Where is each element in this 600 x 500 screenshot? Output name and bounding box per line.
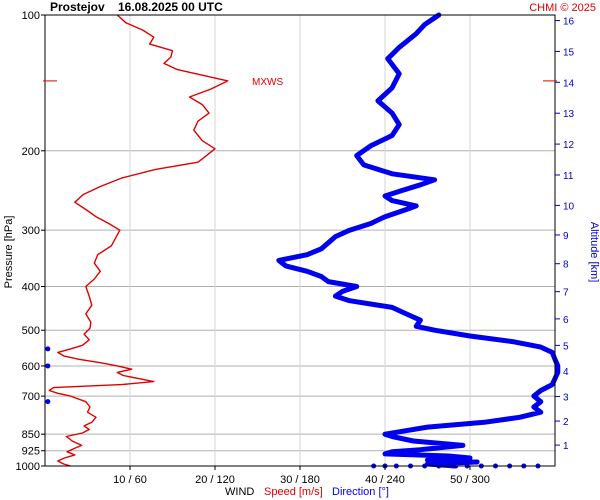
altitude-tick-label: 2 <box>563 417 569 428</box>
altitude-tick-label: 12 <box>563 140 575 151</box>
altitude-tick-label: 7 <box>563 288 569 299</box>
altitude-tick-label: 1 <box>563 441 569 452</box>
pressure-tick-label: 500 <box>22 325 40 337</box>
pressure-tick-label: 1000 <box>16 461 40 473</box>
wind-tick-label: 50 / 300 <box>450 474 490 486</box>
credit-label: CHMI © 2025 <box>529 2 596 14</box>
wind-tick-label: 20 / 120 <box>195 474 235 486</box>
altitude-tick-label: 16 <box>563 17 575 28</box>
pressure-tick-label: 100 <box>22 10 40 22</box>
altitude-tick-label: 10 <box>563 201 575 212</box>
pressure-tick-label: 200 <box>22 146 40 158</box>
station-name: Prostejov <box>50 0 105 14</box>
datetime-label: 16.08.2025 00 UTC <box>118 0 223 14</box>
altitude-tick-label: 15 <box>563 47 575 58</box>
altitude-tick-label: 5 <box>563 341 569 352</box>
direction-point <box>45 363 51 369</box>
pressure-tick-label: 850 <box>22 429 40 441</box>
x-axis-wind-word: WIND <box>225 486 254 498</box>
x-axis-speed-label: Speed [m/s] <box>264 486 323 498</box>
y-axis-right-label: Altitude [km] <box>588 222 600 283</box>
altitude-tick-label: 14 <box>563 78 575 89</box>
y-axis-left-label: Pressure [hPa] <box>3 216 15 289</box>
altitude-tick-label: 8 <box>563 260 569 271</box>
wind-tick-label: 30 / 180 <box>280 474 320 486</box>
direction-point <box>45 399 51 405</box>
wind-tick-label: 10 / 60 <box>113 474 147 486</box>
altitude-tick-label: 3 <box>563 392 569 403</box>
mxws-label: MXWS <box>252 77 283 88</box>
direction-point <box>45 346 51 352</box>
pressure-tick-label: 925 <box>22 446 40 458</box>
altitude-tick-label: 4 <box>563 367 569 378</box>
grid-lines <box>45 15 555 466</box>
altitude-tick-label: 13 <box>563 109 575 120</box>
speed-series-line <box>48 14 229 467</box>
altitude-tick-label: 11 <box>563 171 574 182</box>
pressure-tick-label: 700 <box>22 391 40 403</box>
series-layer <box>45 12 561 469</box>
altitude-tick-label: 6 <box>563 315 569 326</box>
pressure-tick-label: 400 <box>22 282 40 294</box>
altitude-tick-label: 9 <box>563 231 569 242</box>
wind-tick-label: 40 / 240 <box>365 474 405 486</box>
pressure-tick-label: 600 <box>22 361 40 373</box>
x-axis-direction-label: Direction [°] <box>332 486 389 498</box>
pressure-tick-label: 300 <box>22 225 40 237</box>
direction-series-line <box>276 12 561 469</box>
